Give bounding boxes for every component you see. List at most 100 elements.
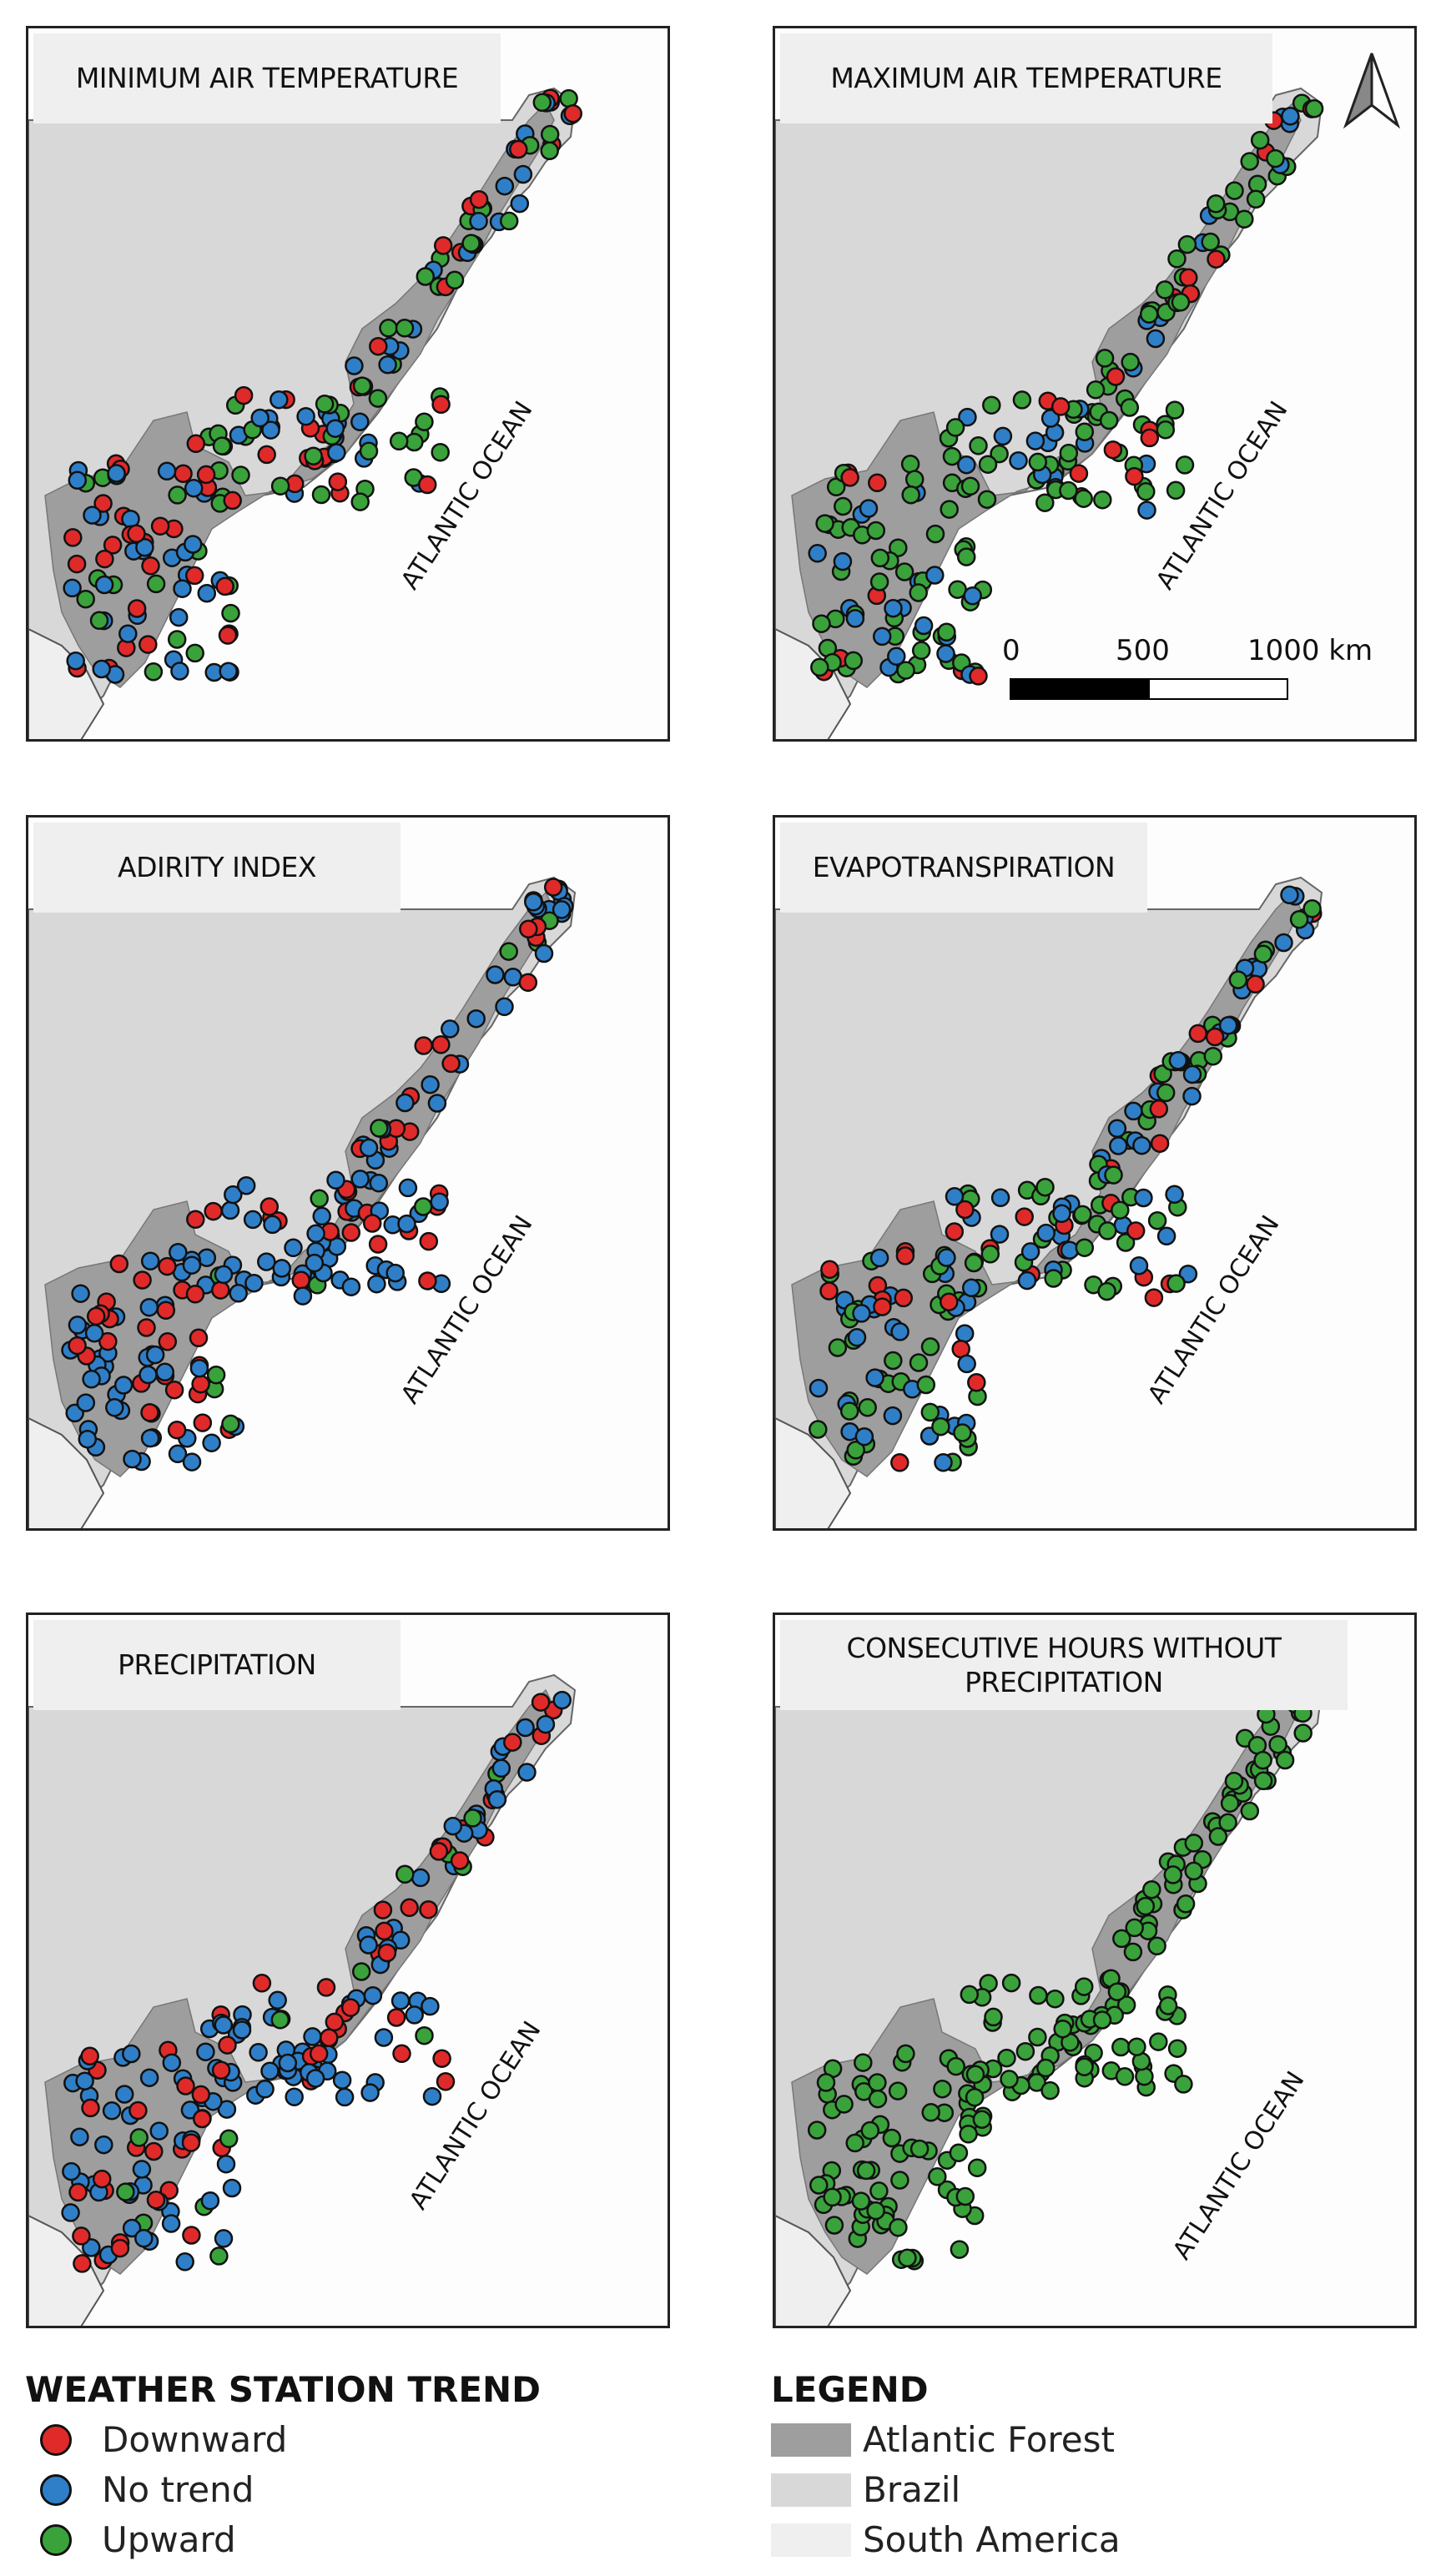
- weather-station-marker: [824, 2216, 844, 2235]
- weather-station-marker: [834, 2095, 854, 2114]
- weather-station-marker: [559, 88, 578, 108]
- weather-station-marker: [1207, 249, 1226, 269]
- weather-station-marker: [422, 2086, 442, 2106]
- weather-station-marker: [1201, 232, 1220, 252]
- weather-station-marker: [211, 2060, 231, 2080]
- weather-station-marker: [536, 1714, 556, 1734]
- weather-station-marker: [345, 356, 364, 375]
- weather-station-marker: [61, 2203, 80, 2222]
- weather-station-marker: [184, 566, 204, 586]
- weather-station-marker: [955, 2186, 975, 2206]
- weather-station-marker: [284, 1238, 303, 1258]
- weather-station-marker: [1015, 1207, 1034, 1226]
- weather-station-marker: [257, 1252, 276, 1271]
- weather-station-marker: [1116, 1233, 1136, 1252]
- weather-station-marker: [385, 1263, 405, 1283]
- weather-station-marker: [889, 538, 908, 557]
- weather-station-marker: [1166, 480, 1186, 501]
- weather-station-marker: [268, 1990, 287, 2010]
- weather-station-marker: [828, 1338, 848, 1357]
- weather-station-marker: [925, 566, 945, 585]
- weather-station-marker: [846, 1441, 865, 1460]
- weather-station-marker: [487, 1789, 507, 1809]
- weather-station-marker: [316, 1978, 336, 1997]
- weather-station-marker: [118, 624, 138, 643]
- weather-station-marker: [1137, 501, 1156, 520]
- weather-station-marker: [510, 194, 530, 214]
- weather-station-marker: [1167, 249, 1187, 269]
- weather-station-marker: [405, 432, 424, 452]
- weather-station-marker: [418, 1271, 437, 1291]
- weather-station-marker: [1097, 1281, 1116, 1301]
- weather-station-marker: [378, 355, 397, 375]
- panel-title: MAXIMUM AIR TEMPERATURE: [780, 33, 1272, 123]
- weather-station-marker: [229, 1284, 248, 1303]
- weather-station-marker: [1165, 400, 1185, 420]
- weather-station-marker: [1184, 1861, 1203, 1881]
- weather-station-marker: [870, 548, 890, 568]
- weather-station-marker: [377, 1943, 397, 1963]
- scale-label-500: 500: [1116, 634, 1170, 667]
- weather-station-marker: [193, 1413, 213, 1432]
- weather-station-marker: [93, 494, 113, 513]
- weather-station-marker: [868, 2073, 887, 2092]
- weather-station-marker: [270, 390, 289, 410]
- weather-station-marker: [946, 2056, 965, 2076]
- weather-station-marker: [211, 1280, 230, 1300]
- weather-station-marker: [1136, 482, 1156, 501]
- weather-station-marker: [1225, 181, 1244, 200]
- weather-station-marker: [244, 1273, 264, 1293]
- south-america-region: [28, 2214, 105, 2326]
- weather-station-marker: [368, 389, 388, 408]
- weather-station-marker: [967, 1373, 986, 1392]
- weather-station-marker: [1098, 1221, 1117, 1240]
- weather-station-marker: [1124, 1101, 1143, 1121]
- weather-station-marker: [140, 1251, 160, 1270]
- weather-station-marker: [959, 2125, 978, 2144]
- weather-station-marker: [1203, 1046, 1223, 1066]
- weather-station-marker: [250, 408, 270, 428]
- weather-station-marker: [1106, 367, 1126, 386]
- weather-station-marker: [82, 1370, 101, 1389]
- weather-station-marker: [518, 973, 538, 992]
- weather-station-marker: [214, 1265, 234, 1285]
- weather-station-marker: [955, 1200, 975, 1220]
- weather-station-marker: [869, 572, 889, 591]
- weather-station-marker: [413, 1197, 433, 1216]
- weather-station-marker: [232, 2020, 252, 2040]
- weather-station-marker: [139, 2068, 159, 2087]
- map-canvas: [775, 87, 1324, 739]
- weather-station-marker: [196, 2042, 215, 2061]
- weather-station-marker: [1086, 380, 1106, 400]
- weather-station-marker: [1280, 885, 1299, 905]
- weather-station-marker: [395, 319, 415, 338]
- weather-station-marker: [1017, 1270, 1037, 1291]
- weather-station-marker: [218, 2035, 237, 2055]
- weather-station-marker: [1168, 1051, 1188, 1070]
- weather-station-marker: [865, 1368, 884, 1387]
- weather-station-marker: [416, 267, 436, 286]
- weather-station-marker: [216, 2154, 236, 2174]
- weather-station-marker: [1149, 2032, 1168, 2051]
- map-legend-item-south-america: South America: [771, 2519, 1121, 2560]
- weather-station-marker: [430, 1192, 449, 1212]
- weather-station-marker: [222, 2178, 242, 2198]
- weather-station-marker: [931, 1416, 950, 1436]
- weather-station-marker: [499, 211, 519, 231]
- weather-station-marker: [815, 514, 834, 533]
- weather-station-marker: [1167, 2039, 1187, 2058]
- weather-station-marker: [373, 1900, 393, 1919]
- map-legend-title: LEGEND: [771, 2369, 929, 2410]
- weather-station-marker: [1156, 1083, 1176, 1103]
- south-america-region: [775, 2214, 852, 2326]
- weather-station-marker: [934, 1452, 953, 1472]
- weather-station-marker: [92, 2169, 112, 2189]
- weather-station-marker: [1156, 420, 1176, 440]
- weather-station-marker: [134, 2228, 154, 2248]
- weather-station-marker: [1140, 428, 1160, 448]
- weather-station-marker: [139, 1365, 158, 1385]
- weather-station-marker: [868, 473, 887, 493]
- weather-station-marker: [369, 336, 388, 356]
- weather-station-marker: [350, 1170, 370, 1189]
- weather-station-marker: [359, 1138, 379, 1158]
